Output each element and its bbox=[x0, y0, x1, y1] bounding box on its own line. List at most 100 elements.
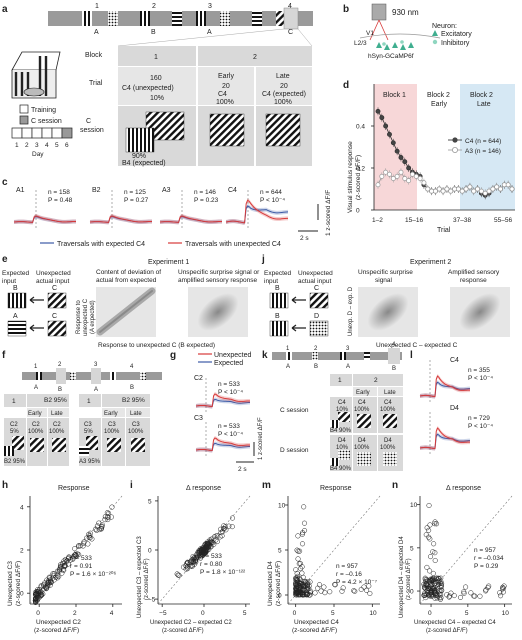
scatter-point bbox=[32, 596, 39, 602]
scatter-point bbox=[76, 551, 82, 558]
scatter-point bbox=[198, 546, 204, 552]
scatter-point bbox=[427, 554, 434, 560]
scatter-point bbox=[203, 543, 209, 549]
scatter-xtick-label: 0 bbox=[428, 610, 432, 617]
k-let-3: A bbox=[346, 364, 350, 370]
scatter-point bbox=[48, 579, 54, 585]
c-trace-p: P = 0.27 bbox=[124, 197, 149, 204]
scatter-ytick-label: 5 bbox=[410, 545, 414, 552]
scatter-point bbox=[332, 582, 338, 588]
d-point bbox=[390, 176, 396, 181]
scatter-point bbox=[451, 593, 457, 599]
f-b2b: B2 95% bbox=[122, 397, 145, 404]
scatter-point bbox=[423, 581, 429, 587]
i-n: n = 533 bbox=[200, 553, 222, 560]
scatter-point bbox=[358, 586, 364, 592]
d-point bbox=[383, 123, 389, 129]
d-point bbox=[448, 188, 454, 194]
panel-f: f 1 2 3 4 A B A B 1 B2 95% Early Late C2… bbox=[2, 350, 162, 466]
scatter-point bbox=[74, 551, 80, 557]
e-C2: C bbox=[52, 313, 57, 320]
f-p5b: 5% bbox=[84, 429, 93, 435]
scatter-point bbox=[176, 572, 182, 578]
vr-setup-icon bbox=[11, 51, 61, 99]
d-block2l2: Late bbox=[477, 101, 491, 108]
panel-label-n: n bbox=[392, 480, 398, 491]
d-point bbox=[467, 184, 473, 190]
panel-label-l: l bbox=[410, 350, 413, 361]
e-ylabel-2: unexpected C bbox=[83, 298, 89, 336]
scatter-point bbox=[293, 576, 299, 582]
scatter-point bbox=[304, 592, 310, 598]
scatter-point bbox=[209, 540, 216, 546]
k-csess: C session bbox=[280, 407, 309, 414]
f-b2a: B2 95% bbox=[44, 397, 67, 404]
trace-line bbox=[419, 427, 471, 450]
scatter-xtick-label: 0 bbox=[201, 610, 205, 617]
scatter-point bbox=[298, 566, 304, 572]
session-table: Block Trial C session 1 2 Early Late 160… bbox=[80, 28, 313, 167]
h-p: P = 1.6 × 10⁻²⁰⁶ bbox=[70, 570, 117, 578]
scatter-point bbox=[500, 584, 506, 590]
scatter-point bbox=[199, 552, 205, 558]
e-B: B bbox=[13, 285, 18, 292]
d-point bbox=[375, 182, 381, 188]
table-c4-unexp: C4 (unexpected) bbox=[122, 85, 174, 92]
f-early-b: Early bbox=[104, 411, 118, 417]
scatter-point bbox=[208, 538, 214, 544]
scatter-point bbox=[426, 527, 432, 533]
trace-line bbox=[419, 375, 471, 398]
scatter-point bbox=[61, 564, 67, 570]
d-point bbox=[390, 140, 396, 146]
e-sub2-1: Unspecific surprise signal or bbox=[178, 269, 260, 276]
scatter-point bbox=[301, 520, 308, 526]
table-c4-exp: C4 (expected) bbox=[262, 91, 306, 98]
j-unexp-2: actual input bbox=[298, 278, 331, 285]
c-trace-title: B2 bbox=[92, 187, 101, 194]
scatter-point bbox=[426, 578, 432, 584]
n-p: P = 0.29 bbox=[474, 563, 499, 570]
scatter-point bbox=[72, 552, 78, 558]
scatter-point bbox=[486, 583, 492, 589]
scatter-point bbox=[438, 582, 445, 588]
scatter-point bbox=[367, 590, 373, 596]
scatter-point bbox=[423, 532, 429, 538]
scatter-point bbox=[189, 562, 195, 569]
c-trace-title: A3 bbox=[162, 187, 171, 194]
f-let-1: A bbox=[34, 385, 38, 391]
track-letter-3: A bbox=[207, 29, 212, 36]
scatter-point bbox=[427, 522, 433, 528]
scatter-point bbox=[221, 523, 227, 529]
k-b4a: B4 90% bbox=[330, 428, 352, 434]
m-r: r = –0.16 bbox=[336, 571, 362, 578]
e-A: A bbox=[13, 313, 18, 320]
d-point bbox=[425, 186, 431, 192]
scatter-point bbox=[109, 504, 115, 510]
scatter-point bbox=[316, 582, 323, 588]
scatter-ytick-label: 2 bbox=[20, 548, 24, 555]
construct: hSyn-GCaMP6f bbox=[368, 53, 414, 60]
panel-label-b: b bbox=[343, 4, 349, 15]
scatter-point bbox=[433, 521, 440, 527]
scatter-point bbox=[434, 577, 441, 583]
scatter-point bbox=[295, 577, 301, 583]
e-ylabel-1: Response to bbox=[76, 300, 82, 334]
neuron-icons bbox=[376, 40, 414, 50]
l-title-2: D4 bbox=[450, 405, 459, 412]
g-leg-exp: Expected bbox=[214, 360, 243, 367]
scatter-point bbox=[301, 527, 308, 534]
scatter-point bbox=[315, 585, 321, 591]
i-xlabel-1: Unexpected C2 – expected C2 bbox=[150, 620, 232, 626]
trace-band bbox=[226, 203, 288, 225]
scatter-point bbox=[307, 588, 314, 594]
d-point bbox=[417, 176, 423, 181]
c-leg-unexpected: Traversals with unexpected C4 bbox=[185, 241, 281, 248]
k-p100c: 100% bbox=[354, 445, 370, 451]
panel-n: n Δ response 0 5 10 0 5 10 n = 957 r = –0.034… bbox=[392, 480, 513, 634]
day-2: 2 bbox=[25, 142, 29, 149]
scatter-point bbox=[477, 593, 483, 599]
scatter-point bbox=[436, 575, 442, 581]
panel-label-j: j bbox=[261, 254, 265, 265]
scatter-point bbox=[183, 566, 189, 572]
scatter-point bbox=[214, 539, 220, 545]
